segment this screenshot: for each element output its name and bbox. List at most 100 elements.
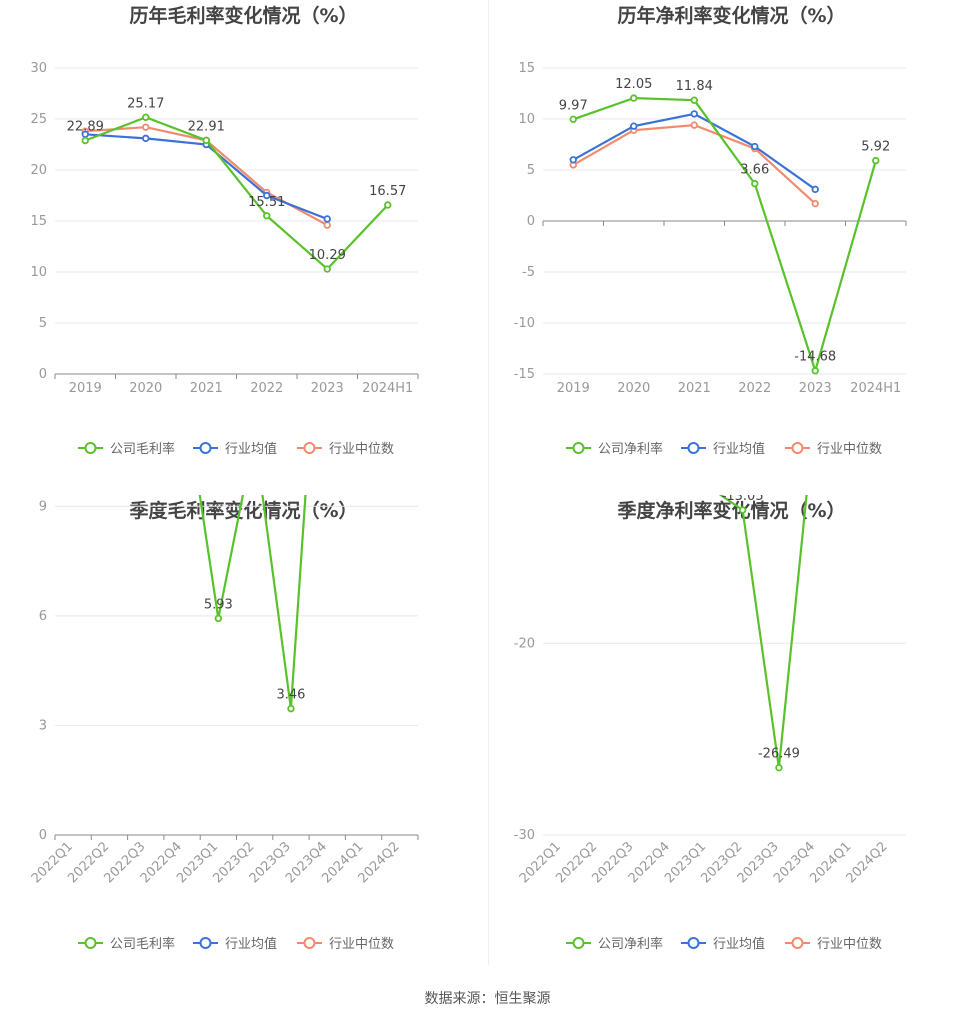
data-point-company: [202, 136, 210, 145]
legend-swatch-marker: [687, 937, 700, 949]
legend-swatch-marker: [791, 442, 804, 454]
legend-item-industry-median[interactable]: 行业中位数: [297, 442, 394, 457]
y-tick-label: 3: [39, 718, 47, 733]
legend-item-company[interactable]: 公司毛利率: [78, 441, 175, 457]
annual-gross-margin-chart: 历年毛利率变化情况（%） 0 5 10 15 20 25 30 2019 2020 2021 2022…: [0, 0, 487, 495]
legend-swatch-marker: [303, 937, 316, 949]
data-point-company: [690, 96, 698, 104]
data-point-company: [81, 136, 89, 145]
data-point-industry-median: [142, 123, 150, 131]
data-point-industry-avg: [630, 122, 638, 130]
data-point-industry-avg: [323, 215, 331, 223]
data-point-industry-avg: [811, 185, 819, 194]
legend-swatch-marker: [572, 442, 585, 454]
data-label: 16.57: [369, 184, 406, 199]
legend-label: 公司毛利率: [110, 441, 175, 457]
chart-title: 历年净利率变化情况（%）: [617, 4, 845, 27]
data-label: 3.46: [276, 688, 305, 703]
legend-item-industry-avg[interactable]: 行业均值: [193, 936, 277, 952]
annual-gross-margin-svg: 历年毛利率变化情况（%） 0 5 10 15 20 25 30 2019 2020 2021 2022…: [30, 4, 419, 457]
x-tick-label: 2020: [129, 381, 162, 396]
y-tick-label: -30: [514, 828, 535, 843]
legend-item-industry-avg[interactable]: 行业均值: [681, 936, 765, 952]
legend-item-company[interactable]: 公司毛利率: [78, 936, 175, 952]
data-point-company: [214, 614, 223, 623]
legend-label: 行业中位数: [329, 442, 394, 457]
chart-title: 历年毛利率变化情况（%）: [129, 4, 357, 27]
legend-swatch-marker: [687, 442, 700, 454]
y-tick-label: 0: [39, 828, 47, 843]
legend-swatch-marker: [791, 937, 804, 949]
x-tick-label: 2022: [250, 381, 283, 396]
legend-label: 公司净利率: [598, 441, 663, 457]
data-point-industry-avg: [690, 110, 698, 118]
data-point-industry-median: [323, 221, 331, 229]
data-point-industry-avg: [569, 156, 577, 164]
legend-item-industry-median[interactable]: 行业中位数: [785, 937, 882, 952]
data-point-company: [142, 113, 150, 121]
quarterly-net-margin-chart: 季度净利率变化情况（%）-30-20-100102022Q12022Q22022…: [488, 495, 975, 990]
data-point-company: [323, 265, 331, 273]
series-line-company: [572, 96, 877, 375]
y-tick-label: -20: [514, 636, 535, 651]
legend-item-industry-avg[interactable]: 行业均值: [193, 441, 277, 457]
x-tick-label: 2019: [69, 381, 102, 396]
data-point-company: [384, 201, 392, 209]
legend-label: 行业均值: [713, 441, 765, 457]
data-label: -14.68: [794, 350, 836, 365]
annual-net-margin-chart: 历年净利率变化情况（%） -15 -10 -5 0 5 10 15 2019 2020 2021 20…: [488, 0, 975, 495]
legend-swatch-marker: [303, 442, 316, 454]
data-label: 11.84: [676, 79, 713, 94]
legend-label: 行业中位数: [817, 442, 882, 457]
data-label: 12.05: [615, 77, 652, 92]
x-tick-label: 2023: [799, 381, 832, 396]
chart-title: 季度净利率变化情况（%）: [617, 499, 845, 522]
data-point-company: [775, 763, 783, 772]
data-label: 22.91: [188, 119, 225, 134]
data-label: 9.97: [559, 98, 588, 113]
data-label: 5.92: [861, 140, 890, 155]
x-tick-label: 2024H1: [362, 381, 413, 396]
legend-item-industry-median[interactable]: 行业中位数: [297, 937, 394, 952]
data-point-company: [738, 506, 747, 514]
legend-item-industry-avg[interactable]: 行业均值: [681, 441, 765, 457]
data-label: 22.89: [67, 120, 104, 135]
legend-label: 公司净利率: [598, 936, 663, 952]
y-tick-label: 6: [39, 609, 47, 624]
y-tick-label: -5: [522, 265, 535, 280]
legend-label: 行业中位数: [329, 937, 394, 952]
data-point-company: [569, 115, 577, 124]
x-tick-label: 2024H1: [850, 381, 901, 396]
chart-body: 历年毛利率变化情况（%） 0 5 10 15 20 25 30 2019 2020 2021 2022…: [30, 4, 419, 457]
x-tick-label: 2019: [557, 381, 590, 396]
y-tick-label: 30: [30, 61, 47, 76]
panel-divider: [488, 0, 489, 965]
y-tick-label: -10: [514, 316, 535, 331]
legend-label: 公司毛利率: [110, 936, 175, 952]
legend-label: 行业均值: [225, 936, 277, 952]
legend-label: 行业中位数: [817, 937, 882, 952]
data-label: 3.66: [740, 163, 769, 178]
y-tick-label: 0: [527, 214, 535, 229]
legend-item-industry-median[interactable]: 行业中位数: [785, 442, 882, 457]
x-tick-label: 2021: [190, 381, 223, 396]
legend-item-company[interactable]: 公司净利率: [566, 936, 663, 952]
data-label: 15.51: [248, 195, 285, 210]
legend-item-company[interactable]: 公司净利率: [566, 441, 663, 457]
quarterly-gross-margin-chart: 季度毛利率变化情况（%）0369121518212022Q12022Q22022…: [0, 495, 487, 990]
quarterly-gross-margin-svg: 季度毛利率变化情况（%）0369121518212022Q12022Q22022…: [29, 495, 419, 952]
legend-label: 行业均值: [713, 936, 765, 952]
x-tick-label: 2023: [311, 381, 344, 396]
data-point-company: [263, 212, 271, 220]
x-tick-label: 2022: [738, 381, 771, 396]
data-point-company: [751, 179, 759, 188]
annual-net-margin-svg: 历年净利率变化情况（%） -15 -10 -5 0 5 10 15 2019 2020 2021 20…: [514, 4, 907, 457]
series-line-company: [84, 116, 389, 271]
data-point-industry-avg: [751, 142, 759, 151]
y-tick-label: 15: [30, 214, 47, 229]
x-tick-label: 2020: [617, 381, 650, 396]
chart-body: 季度毛利率变化情况（%）0369121518212022Q12022Q22022…: [29, 495, 419, 952]
y-tick-label: 5: [39, 316, 47, 331]
chart-title: 季度毛利率变化情况（%）: [129, 499, 357, 522]
data-label: 10.29: [309, 248, 346, 263]
